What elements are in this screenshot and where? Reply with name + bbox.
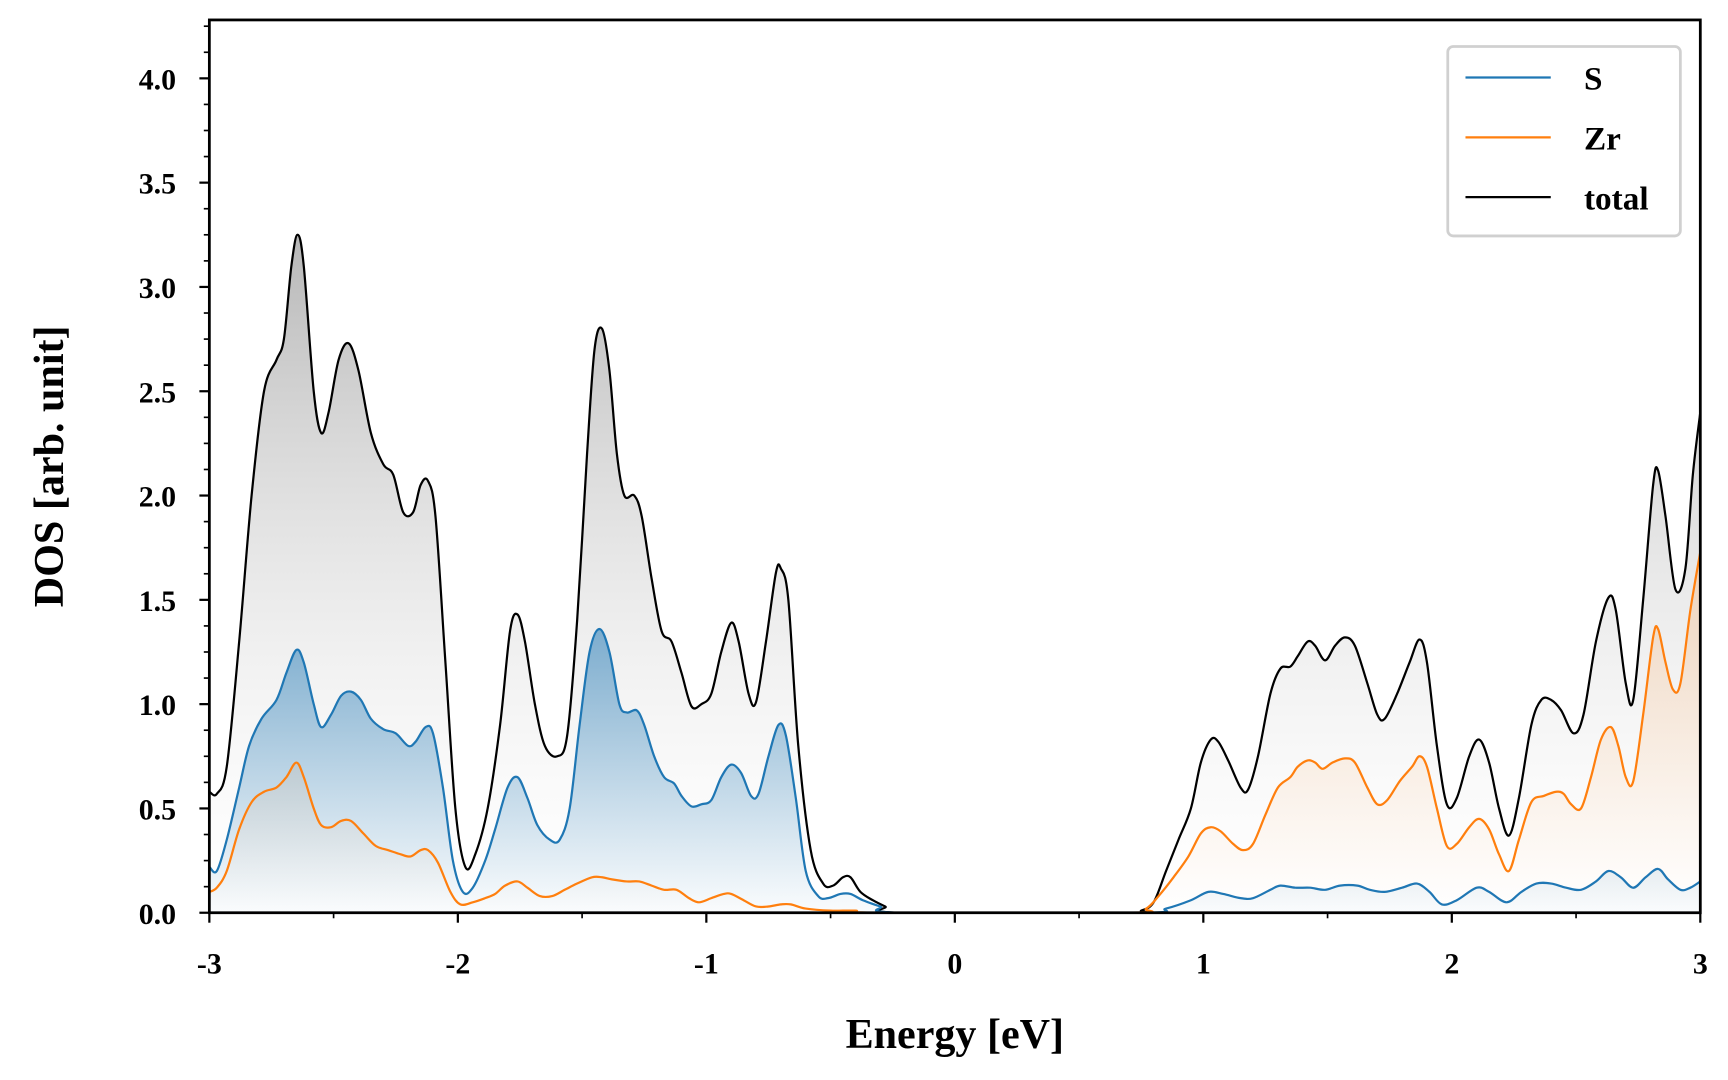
y-tick-label: 4.0 [139, 63, 176, 96]
legend-label-zr: Zr [1584, 121, 1621, 158]
legend: S Zr total [1446, 45, 1682, 238]
y-tick-label: 0.5 [139, 794, 176, 827]
zr-fill-area [209, 551, 1701, 913]
y-axis-title: DOS [arb. unit] [26, 325, 73, 607]
y-tick-label: 3.5 [139, 168, 176, 201]
y-tick-label: 2.0 [139, 481, 176, 514]
legend-label-total: total [1584, 180, 1649, 217]
x-tick-label: 2 [1444, 948, 1459, 981]
x-tick-label: -3 [197, 948, 222, 981]
y-tick-label: 2.5 [139, 376, 176, 409]
legend-label-s: S [1584, 61, 1602, 98]
zr-dos-line [209, 551, 1701, 913]
s-dos-line [209, 627, 1701, 913]
y-tick-label: 0.0 [139, 898, 176, 931]
total-dos-line [209, 233, 1701, 913]
legend-box [1446, 45, 1682, 238]
x-tick-label: -1 [694, 948, 719, 981]
x-tick-label: 0 [947, 948, 962, 981]
s-fill-area [209, 629, 1701, 913]
y-tick-label: 1.0 [139, 689, 176, 722]
y-tick-label: 1.5 [139, 585, 176, 618]
y-tick-label: 3.0 [139, 272, 176, 305]
x-tick-label: -2 [445, 948, 470, 981]
x-tick-label: 1 [1196, 948, 1211, 981]
x-tick-label: 3 [1693, 948, 1708, 981]
x-axis-title: Energy [eV] [846, 1011, 1065, 1058]
